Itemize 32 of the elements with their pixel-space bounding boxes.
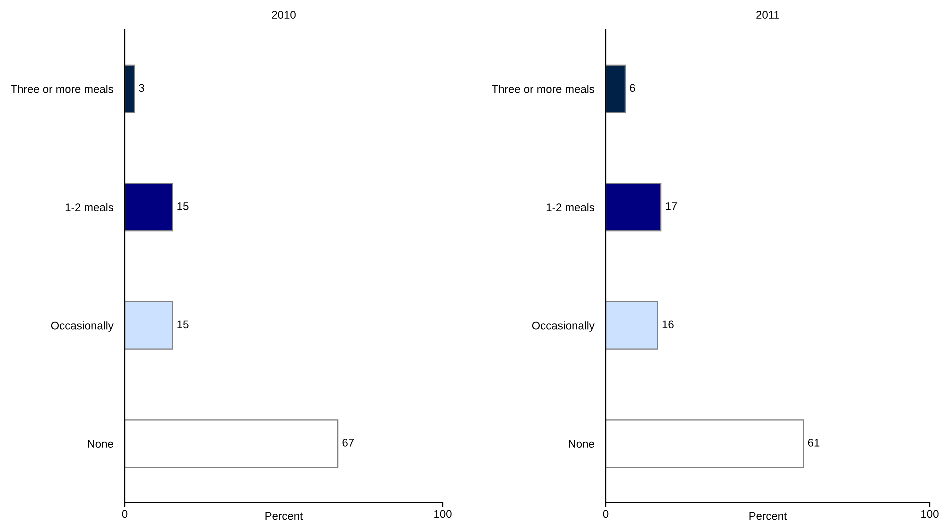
y-tick-label: Three or more meals bbox=[11, 85, 114, 94]
bar bbox=[606, 183, 662, 232]
y-tick-label: None bbox=[88, 440, 114, 448]
bar bbox=[606, 301, 658, 350]
data-label: 15 bbox=[178, 320, 189, 329]
x-tick-label: 0 bbox=[603, 510, 609, 518]
x-tick-label: 100 bbox=[434, 510, 452, 518]
y-tick-label: 1-2 meals bbox=[546, 203, 594, 212]
data-label: 16 bbox=[662, 320, 674, 329]
data-label: 61 bbox=[808, 438, 820, 447]
data-label: 67 bbox=[342, 438, 354, 447]
x-tick-label: 100 bbox=[922, 510, 939, 518]
bar bbox=[606, 64, 626, 114]
bar bbox=[606, 420, 804, 468]
bar bbox=[125, 183, 174, 232]
bar bbox=[125, 420, 339, 468]
data-label: 17 bbox=[666, 202, 678, 210]
data-label: 6 bbox=[630, 84, 636, 92]
chart-title: 2011 bbox=[756, 11, 780, 19]
chart-title: 2010 bbox=[272, 11, 296, 19]
x-axis-title: Percent bbox=[266, 512, 304, 520]
data-label: 3 bbox=[139, 84, 144, 92]
y-tick-label: Occasionally bbox=[51, 322, 114, 332]
bar bbox=[125, 64, 136, 114]
x-tick-label: 0 bbox=[122, 510, 128, 518]
y-tick-label: None bbox=[569, 440, 594, 448]
x-axis-title: Percent bbox=[750, 512, 788, 520]
y-tick-label: Occasionally bbox=[532, 322, 595, 332]
data-label: 15 bbox=[178, 202, 189, 210]
y-tick-label: Three or more meals bbox=[492, 85, 594, 94]
y-tick-label: 1-2 meals bbox=[66, 203, 114, 212]
bar bbox=[125, 301, 174, 350]
